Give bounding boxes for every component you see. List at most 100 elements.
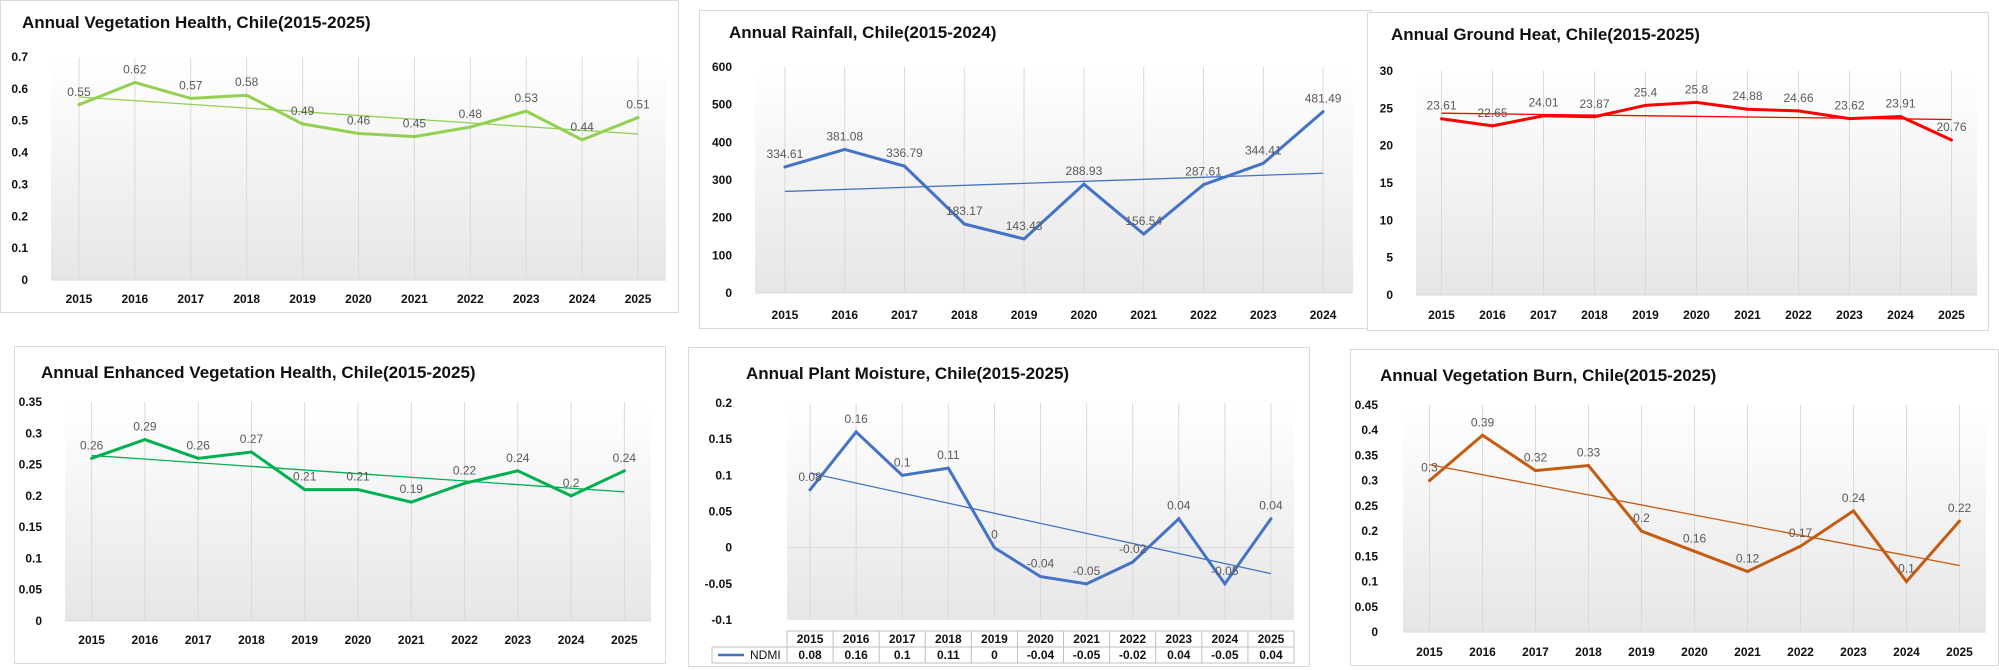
y-tick-label: 0.15 xyxy=(709,432,733,446)
chart-ground-heat: Annual Ground Heat, Chile(2015-2025) 0 5 10… xyxy=(1380,25,1977,322)
data-label: 334.61 xyxy=(767,147,804,161)
x-tick-label: 2025 xyxy=(611,633,638,647)
y-tick-label: 0 xyxy=(1386,288,1393,302)
x-tick-label: 2024 xyxy=(558,633,585,647)
y-tick-label: -0.05 xyxy=(705,577,733,591)
data-label: 0.24 xyxy=(613,451,637,465)
x-tick-label: 2021 xyxy=(398,633,425,647)
x-tick-label: 2016 xyxy=(132,633,159,647)
data-label: 0.48 xyxy=(459,107,483,121)
y-tick-label: 0.25 xyxy=(19,458,43,472)
data-point xyxy=(143,438,147,442)
x-tick-label: 2017 xyxy=(889,632,916,646)
table-value-cell: -0.05 xyxy=(1211,648,1239,662)
trendline xyxy=(809,472,1272,575)
y-tick-label: 400 xyxy=(712,135,732,149)
data-label: 0.2 xyxy=(563,476,580,490)
data-label: 23.87 xyxy=(1579,97,1609,111)
x-tick-label: 2019 xyxy=(289,292,316,306)
x-tick-label: 2025 xyxy=(1938,308,1965,322)
data-label: 0.16 xyxy=(1683,531,1707,545)
data-label: 0.62 xyxy=(123,62,147,76)
x-tick-label: 2023 xyxy=(513,292,540,306)
table-value-cell: 0.08 xyxy=(798,648,822,662)
trendline xyxy=(78,96,639,135)
data-point xyxy=(516,469,520,473)
data-point xyxy=(580,138,584,142)
data-label: -0.05 xyxy=(1073,564,1101,578)
chart-title: Annual Vegetation Health, Chile(2015-202… xyxy=(22,13,371,32)
x-tick-label: 2022 xyxy=(1119,632,1146,646)
data-point xyxy=(1085,582,1089,586)
data-point xyxy=(1644,103,1647,107)
x-tick-label: 2022 xyxy=(451,633,478,647)
x-tick-label: 2019 xyxy=(1011,308,1038,322)
x-tick-label: 2024 xyxy=(1893,645,1920,659)
x-tick-label: 2019 xyxy=(1628,645,1655,659)
data-point xyxy=(409,500,413,504)
data-label: 0 xyxy=(991,528,998,542)
x-tick-label: 2018 xyxy=(238,633,265,647)
chart-panel-enhanced-vegetation-health: Annual Enhanced Vegetation Health, Chile… xyxy=(14,346,666,664)
x-tick-label: 2023 xyxy=(504,633,531,647)
table-value-cell: -0.05 xyxy=(1073,648,1101,662)
data-point xyxy=(196,456,200,460)
data-label: 23.61 xyxy=(1426,99,1456,113)
chart-title: Annual Vegetation Burn, Chile(2015-2025) xyxy=(1380,366,1716,385)
table-value-cell: 0.04 xyxy=(1167,648,1191,662)
x-tick-label: 2018 xyxy=(951,308,978,322)
data-label: 0.2 xyxy=(1633,511,1650,525)
table-value-cell: 0.1 xyxy=(894,648,911,662)
y-tick-label: 0.15 xyxy=(19,520,43,534)
data-label: 0.1 xyxy=(1898,562,1915,576)
data-point xyxy=(1899,114,1902,118)
table-value-cell: -0.04 xyxy=(1027,648,1055,662)
x-tick-label: 2024 xyxy=(569,292,596,306)
data-point xyxy=(1693,549,1696,553)
x-tick-label: 2016 xyxy=(1479,308,1506,322)
y-tick-label: 600 xyxy=(712,60,732,74)
data-point xyxy=(463,481,467,485)
data-point xyxy=(1852,509,1855,513)
data-label: 25.4 xyxy=(1634,85,1658,99)
x-tick-label: 2019 xyxy=(291,633,318,647)
y-tick-label: 30 xyxy=(1380,64,1394,78)
data-label: 0.29 xyxy=(133,420,157,434)
data-point xyxy=(1640,529,1643,533)
y-tick-label: 20 xyxy=(1380,139,1394,153)
data-label: 336.79 xyxy=(886,146,923,160)
data-point xyxy=(946,466,950,470)
x-tick-label: 2018 xyxy=(935,632,962,646)
x-tick-label: 2023 xyxy=(1840,645,1867,659)
data-label: 0.26 xyxy=(80,438,104,452)
data-point xyxy=(1905,580,1908,584)
data-point xyxy=(1848,117,1851,121)
y-tick-label: 0.6 xyxy=(11,82,28,96)
data-label: 0.24 xyxy=(506,451,530,465)
trendline xyxy=(784,172,1324,193)
y-tick-label: 0.45 xyxy=(1355,398,1379,412)
table-value-cell: 0.16 xyxy=(844,648,868,662)
y-tick-label: 0.35 xyxy=(1355,448,1379,462)
data-point xyxy=(77,103,81,107)
data-label: 0.3 xyxy=(1421,461,1438,475)
y-tick-label: 0.15 xyxy=(1355,549,1379,563)
y-tick-label: 0.2 xyxy=(11,209,28,223)
y-tick-label: 25 xyxy=(1380,101,1394,115)
x-tick-label: 2023 xyxy=(1165,632,1192,646)
x-tick-label: 2019 xyxy=(981,632,1008,646)
data-point xyxy=(1797,109,1800,113)
x-tick-label: 2015 xyxy=(772,308,799,322)
x-tick-label: 2024 xyxy=(1887,308,1914,322)
x-tick-label: 2019 xyxy=(1632,308,1659,322)
x-tick-label: 2017 xyxy=(1522,645,1549,659)
data-point xyxy=(962,222,966,226)
data-label: 22.65 xyxy=(1477,106,1507,120)
y-tick-label: 5 xyxy=(1386,251,1393,265)
y-tick-label: 0.3 xyxy=(1361,474,1378,488)
data-label: 0.12 xyxy=(1736,551,1760,565)
data-label: -0.05 xyxy=(1211,564,1239,578)
data-point xyxy=(468,125,472,129)
data-point xyxy=(783,165,787,169)
data-point xyxy=(356,488,360,492)
